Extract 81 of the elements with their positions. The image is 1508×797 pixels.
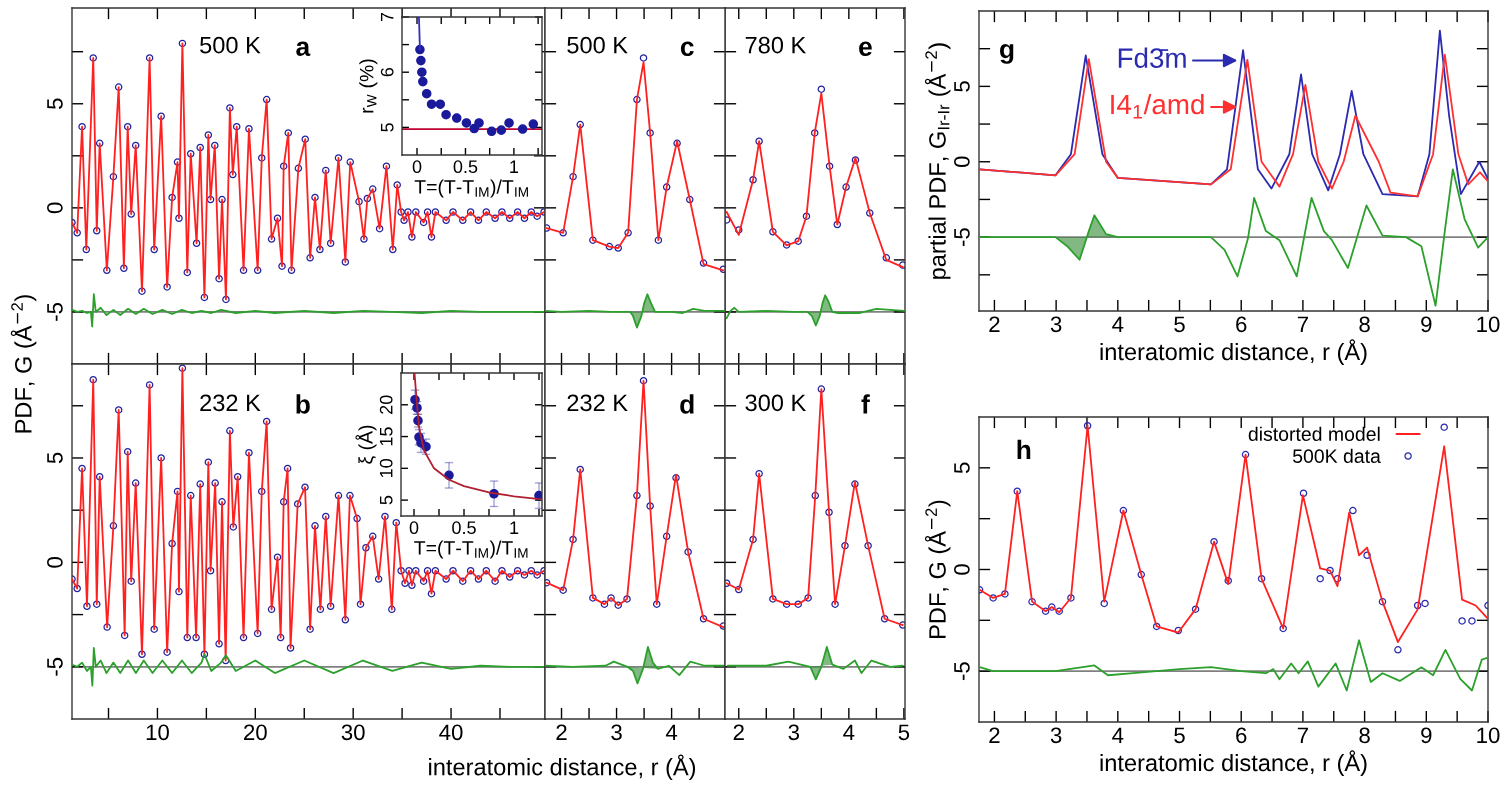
annotation: h: [1017, 439, 1031, 459]
y-tick-label: 7: [380, 12, 394, 22]
annotation: 232 K: [200, 394, 261, 412]
y-tick-label: 10: [379, 459, 393, 477]
x-tick-label: 1: [510, 160, 519, 173]
x-tick-label: 3: [611, 724, 622, 741]
y-tick-label: 15: [379, 427, 393, 446]
y-tick-label: 5: [954, 462, 970, 474]
y-tick-label: 0: [954, 564, 970, 575]
y-tick-label: -5: [47, 303, 63, 321]
annotation: d: [680, 394, 694, 414]
x-tick-label: 4: [1112, 316, 1124, 332]
x-tick-label: 0: [409, 521, 419, 535]
x-tick-label: 5: [898, 724, 910, 741]
annotation: 780 K: [745, 36, 806, 54]
x-axis-title: interatomic distance, r (Å): [429, 754, 696, 781]
annotation: 232 K: [567, 394, 628, 412]
x-tick-label: 3: [1050, 316, 1062, 333]
y-tick-label: -5: [954, 228, 970, 247]
y-tick-label: -5: [954, 662, 970, 681]
x-tick-label: 20: [244, 724, 267, 741]
x-tick-label: 10: [146, 724, 169, 741]
x-tick-label: 6: [1236, 316, 1247, 333]
annotation: b: [296, 394, 310, 414]
y-tick-label: 5: [47, 452, 63, 464]
x-tick-label: 8: [1359, 316, 1370, 333]
x-tick-label: 6: [1236, 727, 1247, 744]
x-tick-label: 30: [341, 724, 365, 741]
y-tick-label: -5: [47, 657, 63, 676]
x-tick-label: 8: [1359, 727, 1370, 744]
y-tick-label: 6: [380, 67, 394, 77]
x-axis-title: interatomic distance, r (Å): [1100, 750, 1367, 776]
annotation: a: [296, 41, 311, 57]
x-tick-label: 4: [665, 724, 678, 740]
x-axis-title: T=(T-T$_{IM}$)/T$_{IM}$: [414, 540, 528, 559]
x-tick-label: 7: [1297, 727, 1308, 743]
x-tick-label: 3: [788, 724, 800, 741]
x-tick-label: 4: [1112, 727, 1124, 743]
annotation: f: [861, 394, 870, 414]
y-axis-title: PDF, G (Å$^{−2}$): [924, 500, 951, 638]
x-tick-label: 10: [1477, 727, 1500, 744]
x-axis-title: T=(T-T$_{IM}$)/T$_{IM}$: [414, 179, 528, 198]
y-axis-title: r$_{W}$ (%): [359, 59, 378, 113]
x-tick-label: 2: [556, 724, 567, 740]
y-tick-label: 0: [47, 202, 63, 214]
annotation: g: [1000, 44, 1014, 64]
annotation: 300 K: [745, 394, 806, 412]
x-tick-label: 0.5: [453, 160, 478, 174]
y-tick-label: 5: [954, 81, 970, 92]
x-tick-label: 4: [843, 724, 855, 740]
x-tick-label: 7: [1297, 316, 1308, 332]
legend-label: Fd3̄m: [1118, 47, 1186, 68]
x-tick-label: 9: [1421, 727, 1432, 744]
x-tick-label: 40: [439, 724, 463, 741]
series-label: distorted model: [1248, 426, 1380, 441]
y-tick-label: 5: [47, 98, 63, 110]
legend-label: 500K data: [1292, 448, 1381, 464]
x-tick-label: 9: [1421, 316, 1432, 333]
y-tick-label: 20: [379, 395, 393, 414]
x-tick-label: 2: [989, 727, 1000, 743]
legend-label: I4$_{1}$/amd: [1111, 93, 1204, 119]
y-tick-label: 5: [379, 495, 393, 505]
y-tick-label: 5: [380, 123, 394, 132]
x-tick-label: 5: [1174, 316, 1185, 333]
y-axis-title: partial PDF, G$_{Ir-Ir}$ (Å$^{−2}$): [924, 43, 951, 279]
x-tick-label: 1: [510, 521, 519, 534]
annotation: e: [859, 41, 872, 57]
x-tick-label: 3: [1050, 727, 1062, 744]
annotation: 500 K: [200, 36, 261, 54]
x-tick-label: 5: [1174, 727, 1185, 744]
y-axis-title: PDF, G (Å$^{−2}$): [10, 295, 37, 433]
annotation: 500 K: [567, 36, 628, 54]
y-tick-label: 0: [47, 557, 63, 568]
x-tick-label: 0: [412, 160, 422, 174]
y-axis-title: ξ (Å): [355, 425, 377, 464]
x-tick-label: 10: [1477, 316, 1500, 333]
x-tick-label: 0.5: [452, 521, 476, 535]
x-tick-label: 2: [989, 316, 1000, 332]
x-axis-title: interatomic distance, r (Å): [1100, 339, 1367, 365]
annotation: c: [680, 41, 694, 57]
x-tick-label: 2: [733, 724, 744, 740]
